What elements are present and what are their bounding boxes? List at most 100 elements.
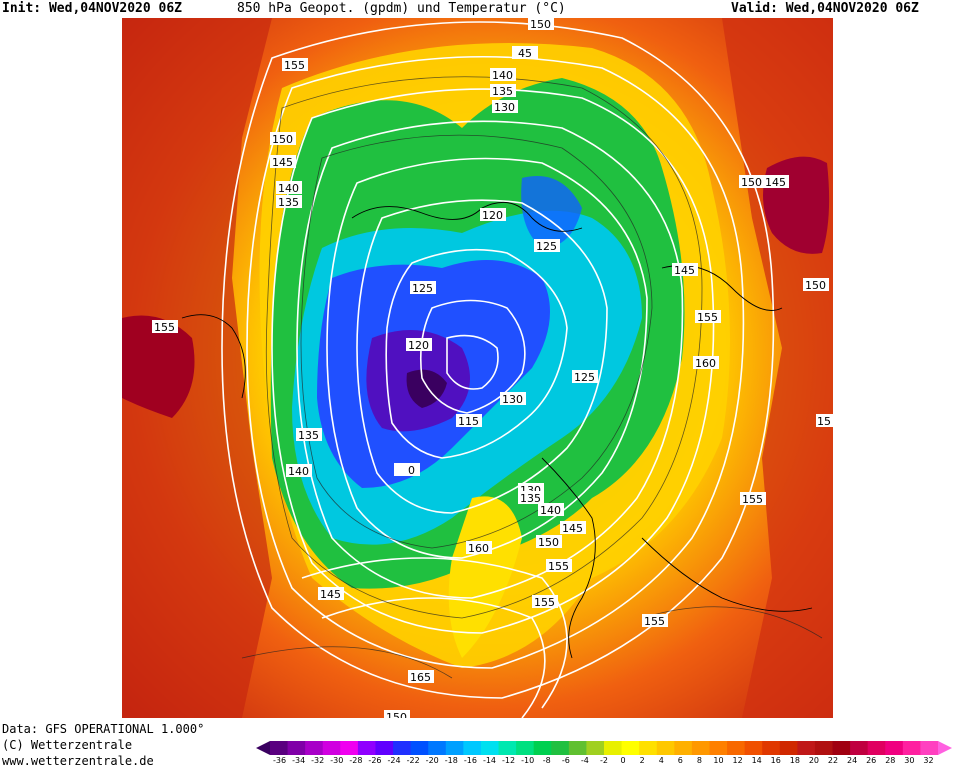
contour-label: 155 (534, 596, 555, 609)
scale-swatch (516, 741, 535, 755)
scale-swatch (902, 741, 921, 755)
contour-label: 155 (154, 321, 175, 334)
website-link[interactable]: www.wetterzentrale.de (2, 754, 154, 768)
scale-tick-label: -32 (311, 756, 325, 765)
contour-label: 165 (410, 671, 431, 684)
contour-label: 135 (492, 85, 513, 98)
scale-swatch (779, 741, 798, 755)
contour-label: 140 (288, 465, 309, 478)
scale-tick-label: -18 (444, 756, 458, 765)
color-scale-ticks: -36 -34 -32 -30 -28 -26 -24 -22 -20 -18 -16 -14 -12-… (256, 756, 952, 768)
scale-tick-label: 10 (713, 756, 724, 765)
map-svg: 150 45 155 140 135 130 150 145 140 135 1… (122, 18, 833, 718)
scale-swatch (270, 741, 289, 755)
scale-tick-label: -36 (272, 756, 287, 765)
isotherms (241, 76, 823, 679)
contour-label: 145 (562, 522, 583, 535)
contour-label: 160 (468, 542, 489, 555)
contour-label: 140 (540, 504, 561, 517)
contour-label: 155 (742, 493, 763, 506)
scale-swatch (305, 741, 324, 755)
scale-swatch (744, 741, 763, 755)
init-time-label: Init: Wed,04NOV2020 06Z (2, 1, 183, 16)
scale-swatch (885, 741, 904, 755)
scale-tick-label: 22 (827, 756, 839, 765)
header-bar: Init: Wed,04NOV2020 06Z 850 hPa Geopot. … (0, 0, 956, 18)
contour-label: 150 (530, 18, 551, 31)
weather-map: 150 45 155 140 135 130 150 145 140 135 1… (122, 18, 833, 718)
scale-tick-label: 16 (770, 756, 781, 765)
scale-tick-label: 32 (923, 756, 934, 765)
scale-tick-label: -26 (368, 756, 382, 765)
valid-time-label: Valid: Wed,04NOV2020 06Z (731, 1, 919, 16)
scale-min-arrow (256, 741, 270, 755)
contour-label: 135 (520, 492, 541, 505)
scale-tick-label: -10 (521, 756, 535, 765)
contour-label: 155 (697, 311, 718, 324)
scale-tick-label: 14 (751, 756, 762, 765)
scale-tick-label: -14 (482, 756, 497, 765)
scale-tick-label: 2 (639, 756, 645, 765)
contour-label: 140 (278, 182, 299, 195)
scale-tick-label: 6 (677, 756, 683, 765)
scale-tick-label: 26 (866, 756, 877, 765)
scale-tick-label: -6 (561, 756, 570, 765)
scale-swatch (287, 741, 306, 755)
scale-swatch (639, 741, 658, 755)
scale-swatch (691, 741, 710, 755)
scale-tick-label: -20 (425, 756, 439, 765)
contour-label: 135 (298, 429, 319, 442)
contour-label: 145 (320, 588, 341, 601)
scale-tick-label: -16 (463, 756, 477, 765)
contour-label: 145 (765, 176, 786, 189)
contour-label: 150 (741, 176, 762, 189)
contour-label: 150 (272, 133, 293, 146)
scale-tick-label: 8 (696, 756, 702, 765)
scale-swatch (340, 741, 359, 755)
scale-tick-label: -8 (542, 756, 551, 765)
contour-label: 125 (536, 240, 557, 253)
scale-swatch (357, 741, 376, 755)
scale-tick-label: 24 (847, 756, 858, 765)
scale-tick-label: -28 (349, 756, 363, 765)
scale-swatch (920, 741, 939, 755)
contour-label: 155 (548, 560, 569, 573)
scale-swatch (551, 741, 570, 755)
contour-label: 145 (272, 156, 293, 169)
contour-label: 140 (492, 69, 513, 82)
contour-label: 155 (284, 59, 305, 72)
contour-label: 135 (278, 196, 299, 209)
yellow-tongue-south (448, 496, 522, 658)
scale-swatch (867, 741, 886, 755)
copyright-label: (C) Wetterzentrale (2, 738, 133, 752)
contour-label: 45 (518, 47, 532, 60)
contour-label: 150 (386, 711, 407, 718)
scale-swatch (322, 741, 341, 755)
contour-label: 120 (408, 339, 429, 352)
contour-label: 115 (458, 415, 479, 428)
scale-swatch (410, 741, 429, 755)
scale-swatch (762, 741, 781, 755)
scale-swatch (533, 741, 552, 755)
scale-swatch (604, 741, 623, 755)
scale-swatch (674, 741, 693, 755)
scale-swatch (375, 741, 394, 755)
scale-tick-label: 12 (732, 756, 743, 765)
scale-swatch (393, 741, 412, 755)
scale-swatch (709, 741, 728, 755)
scale-tick-label: 20 (808, 756, 820, 765)
scale-swatch (621, 741, 640, 755)
scale-tick-label: 0 (620, 756, 626, 765)
contour-label: 0 (408, 464, 415, 477)
scale-swatch (568, 741, 587, 755)
blue-patch-north (521, 176, 582, 248)
contour-label: 120 (482, 209, 503, 222)
contour-label: 155 (644, 615, 665, 628)
hot-spot-west (122, 315, 195, 418)
scale-max-arrow (938, 741, 952, 755)
scale-tick-label: 4 (658, 756, 664, 765)
contour-label: 125 (574, 371, 595, 384)
scale-tick-label: 30 (904, 756, 915, 765)
scale-tick-label: -22 (406, 756, 420, 765)
scale-swatch (428, 741, 447, 755)
